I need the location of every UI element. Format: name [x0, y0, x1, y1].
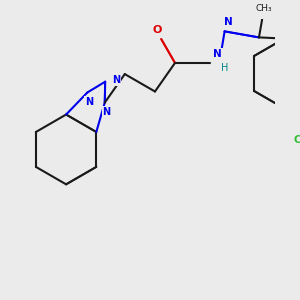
- Text: Cl: Cl: [293, 135, 300, 145]
- Text: N: N: [224, 17, 233, 27]
- Text: O: O: [153, 25, 162, 35]
- Text: N: N: [112, 75, 120, 85]
- Text: H: H: [221, 62, 228, 73]
- Text: N: N: [85, 97, 93, 107]
- Text: N: N: [103, 107, 111, 117]
- Text: CH₃: CH₃: [256, 4, 272, 13]
- Text: N: N: [213, 49, 222, 59]
